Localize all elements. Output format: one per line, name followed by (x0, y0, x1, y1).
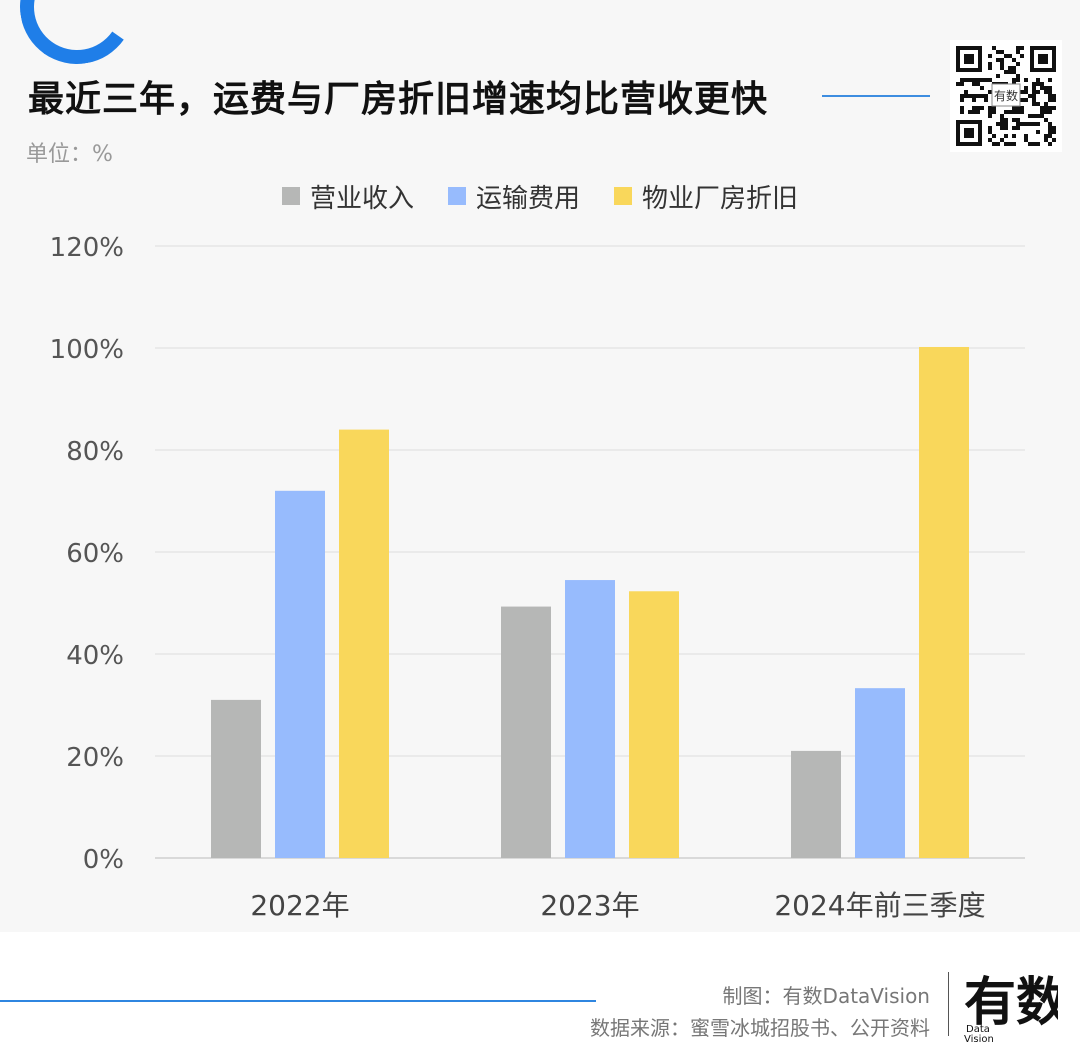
bar (919, 346, 969, 858)
x-tick-label: 2022年 (250, 889, 349, 922)
bar (565, 580, 615, 858)
logo-sub-data: Data (966, 1024, 990, 1035)
datavision-logo: 有数 Data Vision (964, 973, 1058, 1042)
footer-divider (948, 972, 949, 1036)
legend-label-depreciation: 物业厂房折旧 (642, 183, 799, 214)
qr-center-label: 有数 (994, 88, 1018, 103)
bar-chart: 0% 20% 40% 60% 80% 100% 120% 2022年 2023年 2024年前三季… (50, 233, 1025, 922)
footer-panel (0, 932, 1080, 1046)
y-tick-label: 40% (66, 641, 124, 671)
legend-item-depreciation: 物业厂房折旧 (614, 178, 798, 215)
footer-rule (0, 1000, 596, 1002)
bar (211, 699, 261, 858)
source-text: 数据来源：蜜雪冰城招股书、公开资料 (590, 1016, 930, 1040)
y-tick-label: 120% (50, 233, 124, 263)
qr-code-icon: 有数 (950, 40, 1062, 152)
logo-sub-vision: Vision (964, 1034, 994, 1042)
x-tick-label: 2023年 (540, 889, 639, 922)
y-tick-label: 60% (66, 539, 124, 569)
legend-label-revenue: 营业收入 (309, 183, 414, 214)
y-tick-label: 100% (50, 335, 124, 365)
y-tick-label: 20% (66, 743, 124, 773)
legend: 营业收入 运输费用 物业厂房折旧 (0, 176, 1080, 216)
bar (275, 490, 325, 858)
title-rule (822, 95, 930, 97)
legend-swatch-depreciation (614, 187, 632, 205)
credit-text: 制图：有数DataVision (722, 984, 930, 1008)
y-tick-label: 80% (66, 437, 124, 467)
chart-title: 最近三年，运费与厂房折旧增速均比营收更快 (28, 79, 769, 120)
bar (501, 606, 551, 858)
logo-text: 有数 (964, 973, 1058, 1033)
legend-item-revenue: 营业收入 (281, 178, 414, 215)
legend-swatch-revenue (281, 187, 300, 205)
legend-swatch-shipping (447, 187, 466, 205)
bar (855, 688, 905, 858)
bar (629, 591, 679, 858)
legend-item-shipping: 运输费用 (447, 178, 580, 215)
bar (791, 750, 841, 858)
bar (339, 429, 389, 858)
legend-label-shipping: 运输费用 (475, 183, 580, 214)
y-tick-label: 0% (83, 845, 124, 875)
unit-label: 单位：% (26, 142, 113, 167)
x-tick-label: 2024年前三季度 (774, 889, 985, 922)
